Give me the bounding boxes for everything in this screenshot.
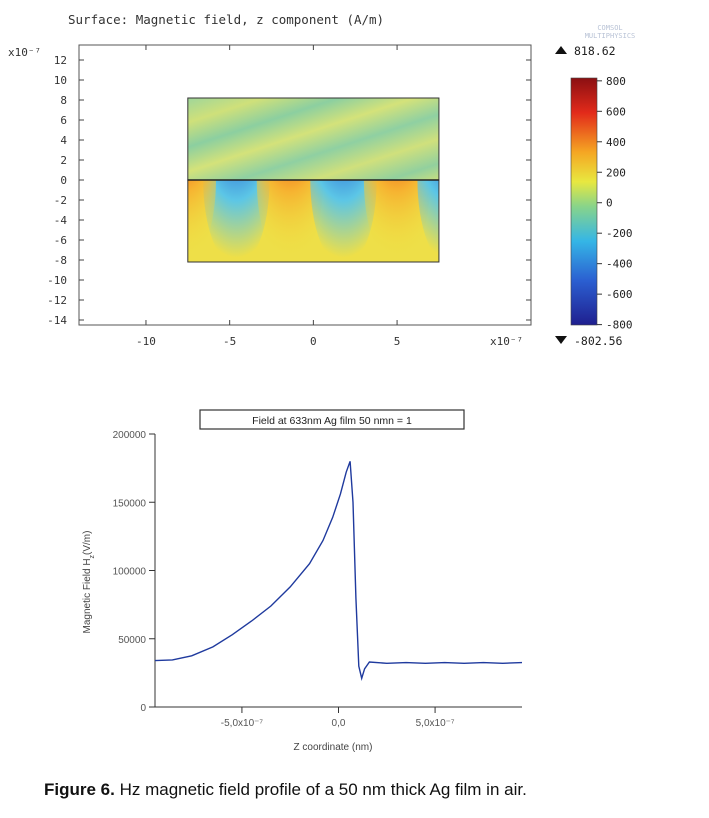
colorbar-min: -802.56 (574, 334, 623, 348)
colorbar-tick-label: 800 (606, 75, 626, 88)
colorbar-tick-label: -400 (606, 258, 633, 271)
y-axis-ticks: 200000 150000 100000 50000 0 (113, 430, 155, 714)
y-tick-label: 0 (140, 703, 146, 714)
y-axis-label: Magnetic Field Hz(V/m) (82, 531, 96, 634)
chart-title: Field at 633nm Ag film 50 nmn = 1 (252, 415, 412, 427)
y-tick-label: 10 (54, 74, 67, 87)
x-tick-label: -10 (136, 335, 156, 348)
colorbar-tick-label: 400 (606, 136, 626, 149)
colorbar-ticks: 800 600 400 200 0 -200 -400 -600 -800 (597, 75, 633, 332)
colorbar-tick-label: 0 (606, 197, 613, 210)
y-axis-ticks: 12 10 8 6 4 2 0 -2 -4 -6 -8 -10 -12 -14 (47, 54, 531, 327)
watermark-line-2: MULTIPHYSICS (585, 32, 636, 40)
surface-title: Surface: Magnetic field, z component (A/… (68, 12, 384, 27)
watermark-line-1: COMSOL (597, 24, 622, 32)
colorbar-tick-label: 600 (606, 105, 626, 118)
positive-field-lobe (363, 180, 431, 262)
y-tick-label: 4 (60, 134, 67, 147)
surface-plot: Surface: Magnetic field, z component (A/… (8, 12, 636, 348)
x-tick-label: 5 (394, 335, 401, 348)
negative-field-lobe (310, 180, 377, 262)
caption-text: Hz magnetic field profile of a 50 nm thi… (114, 780, 527, 799)
y-tick-label: 200000 (113, 430, 147, 441)
x-tick-label: 0 (310, 335, 317, 348)
min-triangle-icon (555, 336, 567, 344)
colorbar-tick-label: -800 (606, 319, 633, 332)
x-axis-ticks: -5,0x10⁻⁷ 0,0 5,0x10⁻⁷ (221, 707, 455, 729)
colorbar: 800 600 400 200 0 -200 -400 -600 -800 818.62 -80… (555, 44, 633, 348)
x-tick-label: -5,0x10⁻⁷ (221, 718, 264, 729)
air-region (187, 97, 440, 181)
negative-field-lobe (417, 180, 439, 261)
y-tick-label: 50000 (118, 635, 146, 646)
x-axis-label: Z coordinate (nm) (294, 742, 373, 753)
y-tick-label: 150000 (113, 498, 147, 509)
positive-field-lobe (187, 180, 216, 262)
y-tick-label: -8 (54, 254, 67, 267)
positive-field-lobe (256, 180, 324, 262)
y-tick-label: 12 (54, 54, 67, 67)
line-plot: Field at 633nm Ag film 50 nmn = 1 200000… (82, 409, 523, 753)
chart-title-box (199, 409, 465, 430)
y-tick-label: -2 (54, 194, 67, 207)
y-tick-label: -6 (54, 234, 67, 247)
caption-label: Figure 6. (44, 780, 115, 799)
y-tick-label: -12 (47, 294, 67, 307)
y-tick-label: -10 (47, 274, 67, 287)
x-axis-ticks: -10 -5 0 5 (136, 45, 400, 348)
y-multiplier: x10⁻⁷ (8, 46, 41, 59)
y-tick-label: 8 (60, 94, 67, 107)
colorbar-tick-label: -600 (606, 288, 633, 301)
series-line (154, 461, 523, 681)
plot-frame (78, 44, 532, 326)
x-tick-label: 0,0 (332, 718, 346, 729)
negative-field-lobe (203, 180, 270, 262)
x-tick-label: -5 (223, 335, 236, 348)
colorbar-tick-label: 200 (606, 166, 626, 179)
colorbar-max: 818.62 (574, 44, 616, 58)
colorbar-gradient (570, 77, 598, 326)
y-tick-label: 6 (60, 114, 67, 127)
x-multiplier: x10⁻⁷ (490, 335, 523, 348)
figure-caption: Figure 6. Hz magnetic field profile of a… (44, 780, 527, 800)
y-tick-label: 0 (60, 174, 67, 187)
x-tick-label: 5,0x10⁻⁷ (416, 718, 455, 729)
y-tick-label: 2 (60, 154, 67, 167)
max-triangle-icon (555, 46, 567, 54)
y-tick-label: 100000 (113, 567, 147, 578)
y-tick-label: -4 (54, 214, 68, 227)
y-tick-label: -14 (47, 314, 67, 327)
colorbar-tick-label: -200 (606, 227, 633, 240)
film-field (187, 97, 440, 263)
